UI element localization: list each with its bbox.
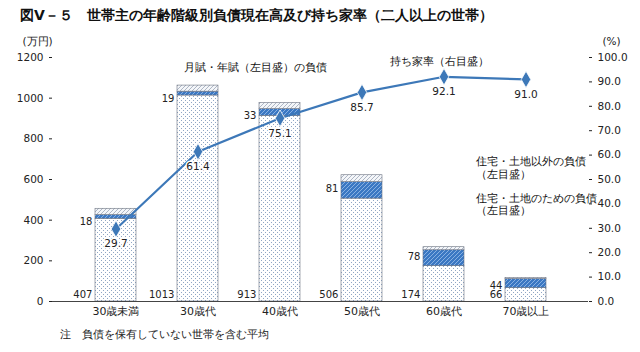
svg-text:60.0: 60.0: [598, 148, 621, 160]
svg-text:住宅・土地のための負債（左目盛）: 住宅・土地のための負債（左目盛）: [476, 192, 597, 218]
svg-text:75.1: 75.1: [268, 127, 291, 139]
svg-text:85.7: 85.7: [350, 101, 373, 113]
svg-text:78: 78: [408, 251, 421, 262]
svg-text:61.4: 61.4: [186, 160, 210, 172]
svg-text:30歳未満: 30歳未満: [93, 305, 140, 318]
svg-text:月賦・年賦（左目盛）の負債: 月賦・年賦（左目盛）の負債: [184, 61, 327, 74]
svg-text:600: 600: [23, 173, 43, 185]
svg-text:66: 66: [489, 288, 503, 300]
svg-text:1200: 1200: [17, 51, 44, 63]
svg-text:70.0: 70.0: [598, 124, 621, 136]
svg-text:19: 19: [162, 93, 175, 104]
svg-text:50.0: 50.0: [598, 173, 621, 185]
svg-text:91.0: 91.0: [514, 88, 537, 100]
svg-text:100.0: 100.0: [598, 51, 628, 63]
svg-text:30.0: 30.0: [598, 222, 621, 234]
svg-text:174: 174: [401, 289, 420, 300]
svg-text:50歳代: 50歳代: [344, 305, 380, 318]
svg-text:18: 18: [80, 216, 93, 227]
svg-text:60歳代: 60歳代: [426, 305, 462, 318]
html-text:注 負債を保有していない世帯を含む平均: 注 負債を保有していない世帯を含む平均: [60, 328, 269, 341]
svg-text:44: 44: [490, 280, 503, 291]
svg-text:1000: 1000: [17, 92, 44, 104]
svg-text:(万円): (万円): [23, 35, 53, 47]
svg-text:0: 0: [37, 295, 44, 307]
svg-text:506: 506: [319, 289, 338, 300]
svg-text:33: 33: [244, 110, 257, 121]
svg-text:30歳代: 30歳代: [180, 305, 216, 318]
svg-text:407: 407: [73, 289, 92, 300]
svg-text:70歳以上: 70歳以上: [503, 305, 550, 318]
svg-text:1013: 1013: [149, 289, 174, 300]
svg-text:80.0: 80.0: [598, 100, 621, 112]
svg-text:10.0: 10.0: [598, 270, 621, 282]
svg-text:持ち家率（右目盛）: 持ち家率（右目盛）: [390, 55, 489, 68]
svg-text:40.0: 40.0: [598, 197, 621, 209]
svg-text:90.0: 90.0: [598, 75, 621, 87]
html-text:図Ⅴ－５ 世帯主の年齢階級別負債現在高及び持ち家率（二人以上: 図Ⅴ－５ 世帯主の年齢階級別負債現在高及び持ち家率（二人以上の世帯）: [20, 7, 493, 23]
svg-text:400: 400: [23, 214, 43, 226]
svg-text:20.0: 20.0: [598, 246, 621, 258]
svg-text:81: 81: [326, 183, 339, 194]
svg-text:住宅・土地以外の負債（左目盛）: 住宅・土地以外の負債（左目盛）: [476, 155, 586, 181]
svg-text:0.0: 0.0: [598, 295, 615, 307]
svg-text:200: 200: [23, 254, 43, 266]
svg-text:29.7: 29.7: [104, 237, 127, 249]
svg-text:800: 800: [23, 132, 43, 144]
svg-text:913: 913: [237, 289, 256, 300]
svg-text:92.1: 92.1: [432, 85, 455, 97]
svg-text:(%): (%): [603, 35, 621, 47]
svg-text:40歳代: 40歳代: [262, 305, 298, 318]
